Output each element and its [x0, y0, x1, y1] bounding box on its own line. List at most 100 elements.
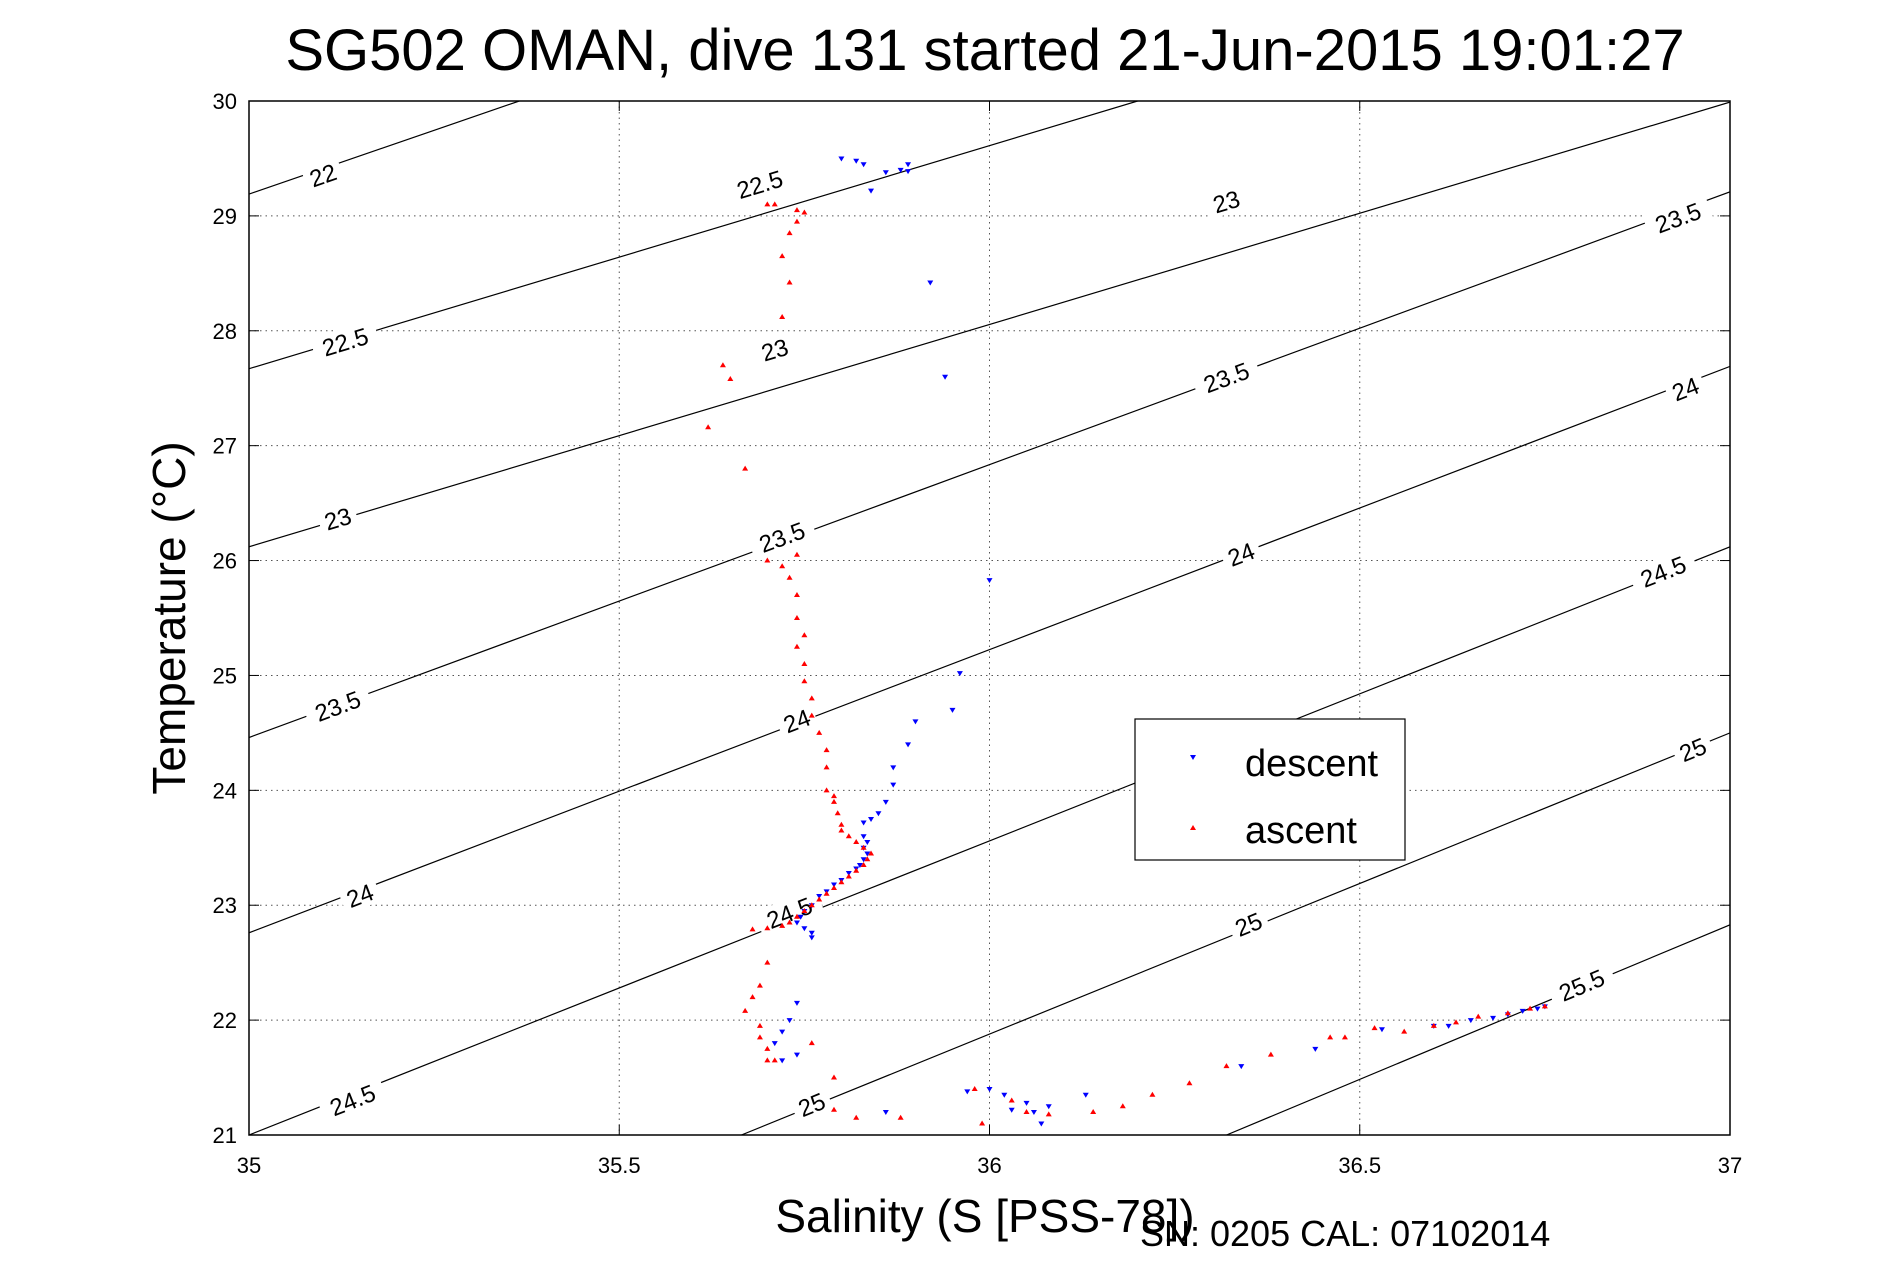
descent-point [1038, 1121, 1045, 1127]
ascent-point [830, 1074, 837, 1080]
descent-point [927, 280, 934, 286]
ascent-point [897, 1114, 904, 1120]
descent-point [912, 719, 919, 725]
descent-point [986, 1087, 993, 1093]
y-tick-label: 27 [213, 434, 237, 459]
descent-point [793, 1052, 800, 1058]
isopycnal-line-24-5 [249, 546, 1730, 1135]
ascent-point [823, 890, 830, 896]
ascent-point [823, 747, 830, 753]
ascent-point [979, 1120, 986, 1126]
serial-calibration-note: SN: 0205 CAL: 07102014 [1140, 1213, 1550, 1254]
ascent-point [779, 253, 786, 259]
isopycnal-label-background [788, 1084, 834, 1124]
ascent-point [793, 551, 800, 557]
isopycnal-label-24: 24 [337, 876, 383, 914]
descent-point [1467, 1018, 1474, 1024]
ascent-point [742, 1007, 749, 1013]
ascent-point [853, 1114, 860, 1120]
descent-point [1490, 1015, 1497, 1021]
descent-point [786, 1018, 793, 1024]
isopycnal-label-background [1642, 193, 1714, 241]
ascent-point [756, 982, 763, 988]
ascent-point [1341, 1034, 1348, 1040]
ascent-point [845, 873, 852, 879]
ascent-point [786, 919, 793, 925]
descent-point [1378, 1027, 1385, 1033]
ascent-point [1401, 1028, 1408, 1034]
ascent-point [834, 810, 841, 816]
descent-point [1001, 1092, 1008, 1098]
descent-point [856, 863, 863, 869]
ascent-point [749, 926, 756, 932]
descent-point [882, 170, 889, 176]
ascent-point [756, 1022, 763, 1028]
descent-point [942, 374, 949, 380]
ascent-point [756, 1034, 763, 1040]
ascent-point [1527, 1005, 1534, 1011]
ascent-point [845, 833, 852, 839]
descent-point [949, 707, 956, 713]
isopycnal-label-background [316, 1075, 388, 1124]
ascent-point [727, 376, 734, 382]
ascent-point [830, 793, 837, 799]
isopycnal-label-background [724, 161, 795, 206]
ascent-point [764, 1057, 771, 1063]
descent-point [868, 188, 875, 194]
ascent-point [808, 902, 815, 908]
descent-point [860, 820, 867, 826]
descent-point [905, 162, 912, 168]
ascent-point [860, 844, 867, 850]
descent-point [875, 811, 882, 817]
descent-point [808, 935, 815, 941]
descent-point [890, 765, 897, 771]
ascent-point [764, 201, 771, 207]
ascent-point [868, 850, 875, 856]
ascent-point [786, 230, 793, 236]
isopycnal-label-background [1218, 534, 1264, 573]
ascent-point [764, 959, 771, 965]
descent-point [860, 162, 867, 168]
descent-point [1519, 1008, 1526, 1014]
grid-lines [249, 101, 1730, 1135]
y-axis-ticks: 21 22 23 24 25 26 27 28 29 30 [213, 89, 1730, 1148]
isopycnal-label-background [1670, 729, 1716, 769]
descent-point [882, 799, 889, 805]
ascent-point [838, 879, 845, 885]
isopycnal-label-background [774, 701, 820, 740]
ascent-point [1475, 1013, 1482, 1019]
isopycnal-label-background [1204, 183, 1249, 220]
ascent-point [801, 907, 808, 913]
ascent-point [793, 615, 800, 620]
descent-point [860, 857, 867, 863]
x-tick-label: 36 [977, 1153, 1001, 1178]
isopycnal-line-25-5 [1226, 924, 1730, 1135]
isopycnal-labels: 22 22.522.523232323.523.523.523.524242424… [300, 156, 1716, 1124]
legend-ascent-marker [1190, 825, 1196, 830]
x-tick-label: 35 [237, 1153, 261, 1178]
ascent-point [771, 1057, 778, 1063]
y-axis-label: Temperature (°C) [143, 441, 195, 794]
ascent-point [971, 1086, 978, 1092]
descent-point [964, 1089, 971, 1095]
ascent-point [808, 712, 815, 718]
isopycnal-label-background [309, 319, 381, 364]
isopycnal-label-background [746, 513, 818, 561]
plot-area: 22 22.522.523232323.523.523.523.524242424… [213, 89, 1743, 1178]
isopycnal-label-23: 23 [752, 331, 797, 368]
descent-point [905, 169, 912, 175]
ascent-point [779, 563, 786, 569]
descent-point [1238, 1064, 1245, 1070]
descent-point [1445, 1023, 1452, 1029]
ascent-point [1008, 1097, 1015, 1103]
isopycnal-label-background [753, 888, 825, 937]
descent-point [868, 817, 875, 823]
x-axis-label: Salinity (S [PSS-78]) [775, 1190, 1194, 1242]
ascent-point [779, 313, 786, 319]
descent-point [771, 1041, 778, 1047]
isopycnal-label-background [752, 331, 797, 368]
isopycnal-line-24 [249, 365, 1730, 934]
descent-point [1082, 1092, 1089, 1098]
chart-title: SG502 OMAN, dive 131 started 21-Jun-2015… [285, 18, 1684, 83]
